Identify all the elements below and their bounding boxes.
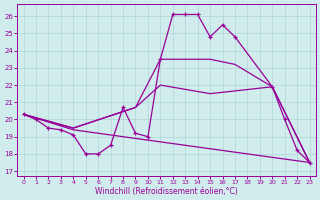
X-axis label: Windchill (Refroidissement éolien,°C): Windchill (Refroidissement éolien,°C) xyxy=(95,187,238,196)
